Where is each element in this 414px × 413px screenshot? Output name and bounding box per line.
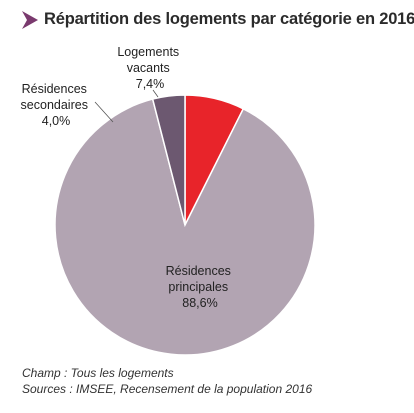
slice-label-principales: Résidences principales 88,6%	[166, 264, 235, 310]
arrow-right-icon-shape	[22, 10, 38, 29]
slice-label-secondaires-line-2: secondaires	[21, 98, 88, 112]
arrow-right-icon	[22, 10, 38, 29]
slice-label-secondaires-value: 4,0%	[42, 114, 71, 128]
slice-label-secondaires: Résidences secondaires 4,0%	[21, 82, 92, 128]
leader-line-secondaires	[94, 101, 114, 123]
slice-label-vacants: Logements vacants 7,4%	[117, 45, 182, 91]
slice-label-secondaires-line-1: Résidences	[22, 82, 87, 96]
sources-note: Sources : IMSEE, Recensement de la popul…	[22, 382, 313, 396]
pie-slice-principales	[54, 98, 316, 356]
pie-slices	[54, 94, 316, 356]
slice-label-principales-line-1: Résidences	[166, 264, 231, 278]
slice-label-vacants-value: 7,4%	[136, 77, 165, 91]
pie-slice-secondaires	[151, 94, 186, 226]
slice-label-vacants-line-1: Logements	[117, 45, 179, 59]
chart-header: Répartition des logements par catégorie …	[22, 10, 414, 29]
scope-note: Champ : Tous les logements	[22, 366, 174, 380]
slice-label-principales-value: 88,6%	[182, 296, 217, 310]
chart-title: Répartition des logements par catégorie …	[44, 10, 414, 28]
slice-label-principales-line-2: principales	[168, 280, 228, 294]
slice-label-vacants-line-2: vacants	[127, 61, 170, 75]
leader-line-vacants	[152, 89, 159, 98]
